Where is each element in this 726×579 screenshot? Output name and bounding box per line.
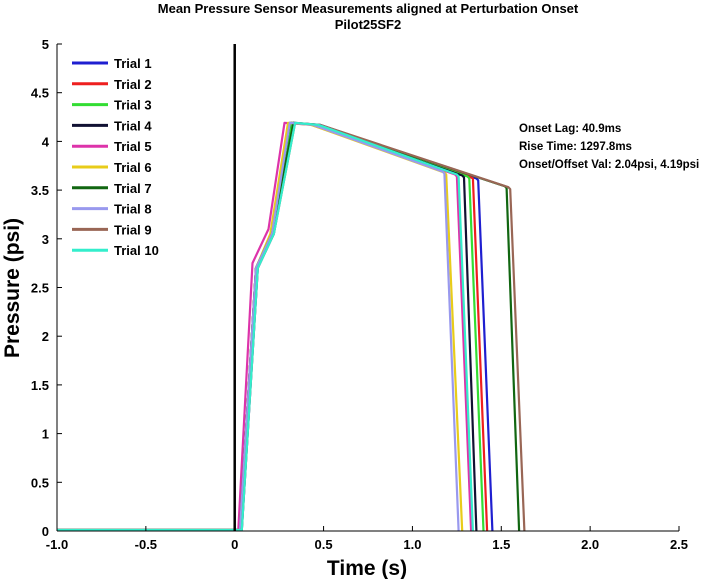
y-tick-label: 0 — [42, 524, 49, 539]
chart-subtitle: Pilot25SF2 — [335, 17, 401, 32]
legend-label-trial-8: Trial 8 — [114, 202, 152, 217]
y-tick-label: 1.5 — [31, 378, 49, 393]
x-tick-label: 2.0 — [581, 537, 599, 552]
series-line-trial-8 — [57, 121, 460, 532]
legend-label-trial-10: Trial 10 — [114, 243, 159, 258]
legend-label-trial-7: Trial 7 — [114, 181, 152, 196]
legend-label-trial-9: Trial 9 — [114, 222, 152, 237]
legend-label-trial-3: Trial 3 — [114, 98, 152, 113]
x-tick-label: 0.5 — [315, 537, 333, 552]
y-tick-label: 0.5 — [31, 475, 49, 490]
y-axis-label: Pressure (psi) — [1, 218, 24, 358]
series-line-trial-10 — [57, 121, 474, 532]
y-tick-label: 3 — [42, 232, 49, 247]
legend-label-trial-5: Trial 5 — [114, 139, 152, 154]
y-tick-label: 4 — [42, 134, 50, 149]
y-tick-label: 5 — [42, 37, 49, 52]
legend-label-trial-4: Trial 4 — [114, 118, 152, 133]
annotations: Onset Lag: 40.9ms Rise Time: 1297.8ms Onse… — [519, 123, 699, 171]
x-axis-label: Time (s) — [327, 557, 407, 579]
chart-title: Mean Pressure Sensor Measurements aligne… — [158, 1, 579, 16]
y-tick-label: 4.5 — [31, 86, 49, 101]
y-tick-label: 2 — [42, 329, 49, 344]
x-tick-label: 2.5 — [670, 537, 688, 552]
plot-lines — [57, 121, 526, 532]
annotation-text: Rise Time: 1297.8ms — [519, 141, 632, 153]
annotation-text: Onset/Offset Val: 2.04psi, 4.19psi — [519, 159, 699, 171]
x-tick-label: 1.5 — [492, 537, 510, 552]
y-tick-label: 3.5 — [31, 183, 49, 198]
x-tick-label: -1.0 — [46, 537, 68, 552]
x-tick-label: 0 — [231, 537, 238, 552]
x-tick-label: 1.0 — [403, 537, 421, 552]
legend-label-trial-6: Trial 6 — [114, 160, 152, 175]
y-ticks: 0 0.5 1 1.5 2 2.5 3 3.5 4 4.5 5 — [31, 37, 62, 539]
legend-label-trial-1: Trial 1 — [114, 56, 152, 71]
legend: Trial 1 Trial 2 Trial 3 Trial 4 Trial 5 Trial… — [72, 56, 159, 258]
x-ticks: -1.0 -0.5 0 0.5 1.0 1.5 2.0 2.5 — [46, 526, 688, 552]
legend-label-trial-2: Trial 2 — [114, 77, 152, 92]
y-tick-label: 2.5 — [31, 281, 49, 296]
annotation-text: Onset Lag: 40.9ms — [519, 123, 621, 135]
series-line-trial-5 — [57, 121, 473, 532]
y-tick-label: 1 — [42, 427, 49, 442]
x-tick-label: -0.5 — [135, 537, 157, 552]
